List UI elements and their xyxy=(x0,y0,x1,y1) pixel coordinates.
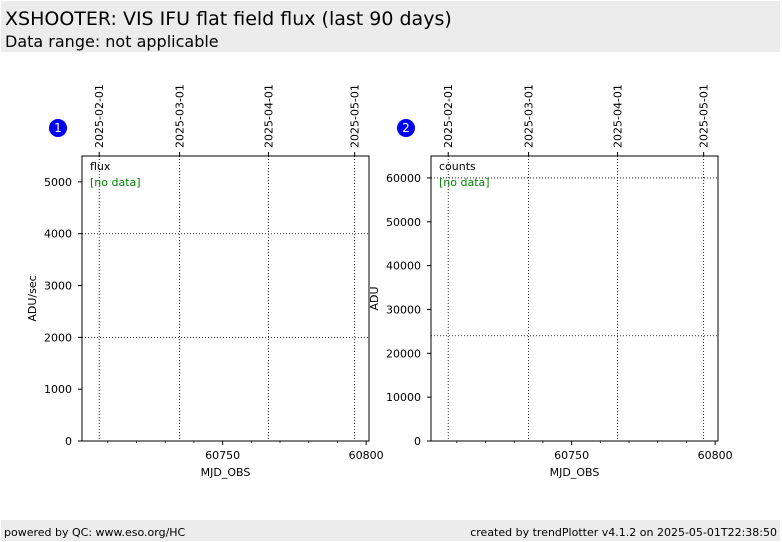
top-date-label: 2025-02-01 xyxy=(93,84,106,148)
y-tick-label: 5000 xyxy=(44,176,72,189)
x-tick-label: 60800 xyxy=(698,449,733,462)
top-date-label: 2025-05-01 xyxy=(698,84,711,148)
top-date-label: 2025-05-01 xyxy=(349,84,362,148)
page-title: XSHOOTER: VIS IFU flat field flux (last … xyxy=(5,8,452,30)
report-header: XSHOOTER: VIS IFU flat field flux (last … xyxy=(1,1,780,52)
series-label: counts xyxy=(439,160,476,173)
y-tick-label: 3000 xyxy=(44,280,72,293)
report-footer: powered by QC: www.eso.org/HC created by… xyxy=(1,520,780,541)
y-tick-label: 1000 xyxy=(44,383,72,396)
plot-number-badge: 1 xyxy=(49,119,67,137)
y-axis-label: ADU xyxy=(368,286,381,310)
series-label: flux xyxy=(90,160,111,173)
chart-panel-2: 0 10000 20000 30000 40000 50000 60000 60750 6080… xyxy=(368,84,733,479)
footer-timestamp: created by trendPlotter v4.1.2 on 2025-0… xyxy=(470,526,777,539)
plot-frame xyxy=(81,155,370,442)
y-tick-label: 0 xyxy=(65,435,72,448)
x-tick-label: 60750 xyxy=(205,449,240,462)
plot-frame xyxy=(430,155,719,442)
no-data-label: [no data] xyxy=(439,176,490,189)
y-tick-label: 30000 xyxy=(386,303,421,316)
top-date-label: 2025-04-01 xyxy=(263,84,276,148)
y-tick-label: 50000 xyxy=(386,216,421,229)
y-tick-label: 60000 xyxy=(386,172,421,185)
badge-number: 2 xyxy=(402,121,410,135)
y-tick-label: 4000 xyxy=(44,228,72,241)
no-data-label: [no data] xyxy=(90,176,141,189)
y-axis-label: ADU/sec xyxy=(26,275,39,321)
top-date-label: 2025-02-01 xyxy=(442,84,455,148)
y-tick-label: 40000 xyxy=(386,260,421,273)
y-tick-label: 2000 xyxy=(44,331,72,344)
badge-circle xyxy=(49,119,67,137)
footer-credit: powered by QC: www.eso.org/HC xyxy=(4,526,186,539)
top-date-label: 2025-04-01 xyxy=(612,84,625,148)
x-tick-label: 60800 xyxy=(349,449,384,462)
y-tick-label: 0 xyxy=(414,435,421,448)
badge-circle xyxy=(397,119,415,137)
x-tick-label: 60750 xyxy=(554,449,589,462)
x-axis-label: MJD_OBS xyxy=(550,466,600,479)
top-date-label: 2025-03-01 xyxy=(174,84,187,148)
plot-number-badge: 2 xyxy=(397,119,415,137)
chart-panel-1: 0 1000 2000 3000 4000 5000 60750 60800 2025-02-0… xyxy=(26,84,384,479)
y-tick-label: 10000 xyxy=(386,391,421,404)
badge-number: 1 xyxy=(54,121,62,135)
top-date-label: 2025-03-01 xyxy=(523,84,536,148)
x-axis-label: MJD_OBS xyxy=(201,466,251,479)
data-range-subtitle: Data range: not applicable xyxy=(5,32,219,51)
y-tick-label: 20000 xyxy=(386,347,421,360)
